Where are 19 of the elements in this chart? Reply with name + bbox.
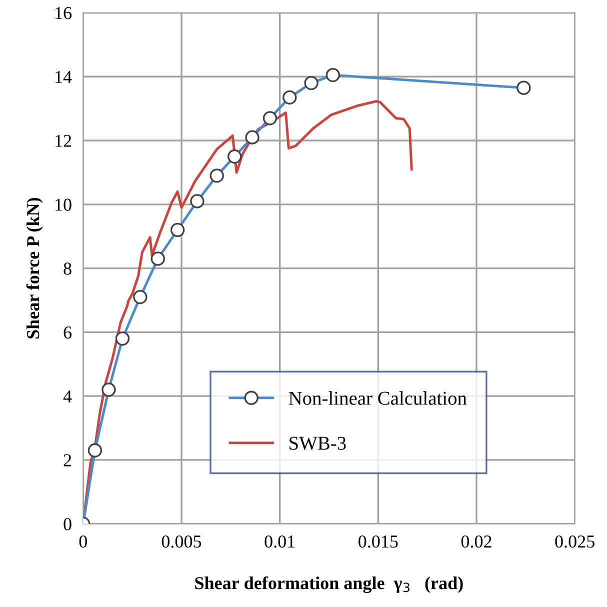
y-tick-label: 10 xyxy=(56,198,72,211)
legend-label: Non-linear Calculation xyxy=(288,391,467,405)
y-tick-label: 2 xyxy=(64,454,72,466)
y-tick-label: 6 xyxy=(64,326,72,339)
x-tick-label: 0.005 xyxy=(162,535,202,548)
x-tick-label: 0.01 xyxy=(264,535,295,548)
legend-label: SWB-3 xyxy=(290,436,346,450)
x-tick-label: 0 xyxy=(79,535,87,548)
y-tick-label: 14 xyxy=(56,70,72,83)
y-tick-label: 8 xyxy=(64,262,72,275)
y-tick-label: 0 xyxy=(64,518,72,530)
y-axis-title: Shear force P (kN) xyxy=(26,198,43,338)
x-tick-label: 0.015 xyxy=(358,535,398,548)
x-tick-label: 0.02 xyxy=(461,535,492,548)
x-tick-label: 0.025 xyxy=(555,535,594,548)
y-tick-label: 16 xyxy=(56,7,72,20)
text: Shear deformation angle γ$_{3}$ (rad) xyxy=(195,576,463,594)
y-tick-label: 4 xyxy=(63,390,72,402)
y-tick-label: 12 xyxy=(56,134,72,147)
